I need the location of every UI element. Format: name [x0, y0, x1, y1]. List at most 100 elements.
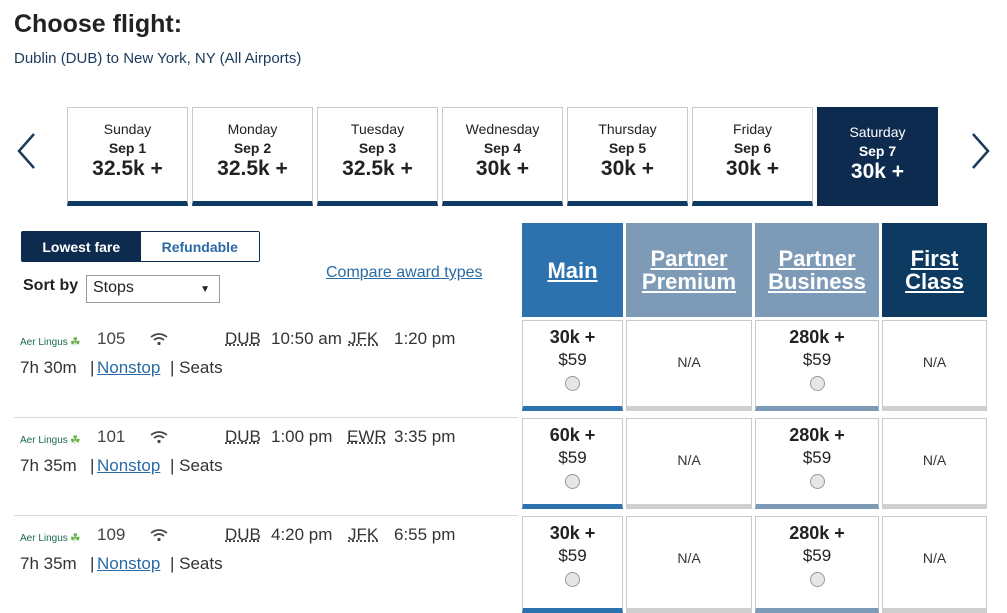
refundable-option[interactable]: Refundable: [140, 232, 259, 261]
fare-unavailable: N/A: [677, 452, 701, 468]
destination-airport[interactable]: JFK: [348, 329, 379, 348]
day-name: Tuesday: [350, 121, 405, 137]
fare-cell-partner-premium: N/A: [626, 320, 752, 411]
departure-time: 10:50 am: [271, 329, 342, 348]
day-tab-friday[interactable]: Friday Sep 6 30k +: [692, 107, 813, 206]
fare-cell-partner-business[interactable]: 280k + $59: [755, 418, 879, 509]
sort-select[interactable]: Stops ▼: [86, 275, 220, 303]
fare-cell-first-class: N/A: [882, 516, 987, 613]
row-divider: [14, 417, 518, 418]
fare-miles: 60k +: [549, 425, 596, 445]
sort-label: Sort by: [23, 277, 79, 294]
wifi-icon: [150, 529, 168, 542]
stops-link[interactable]: Nonstop: [97, 456, 161, 475]
fare-miles: 30k +: [549, 327, 596, 347]
separator: |: [90, 358, 95, 377]
seats-link[interactable]: | Seats: [170, 456, 223, 475]
lowest-fare-option[interactable]: Lowest fare: [22, 232, 141, 261]
cabin-header-partner-business[interactable]: Partner Business: [755, 223, 879, 317]
departure-time: 4:20 pm: [271, 525, 333, 544]
flight-duration: 7h 30m: [20, 358, 77, 377]
cabin-header-main[interactable]: Main: [522, 223, 623, 317]
prev-dates-button[interactable]: [12, 126, 42, 176]
fare-radio[interactable]: [565, 376, 580, 391]
fare-cell-partner-premium: N/A: [626, 516, 752, 613]
wifi-icon: [150, 333, 168, 346]
day-tab-monday[interactable]: Monday Sep 2 32.5k +: [192, 107, 313, 206]
day-date: Sep 2: [233, 140, 272, 156]
cabin-header-first-class[interactable]: First Class: [882, 223, 987, 317]
fare-cell-main[interactable]: 60k + $59: [522, 418, 623, 509]
fare-radio[interactable]: [565, 572, 580, 587]
destination-airport[interactable]: EWR: [347, 427, 387, 446]
day-tab-wednesday[interactable]: Wednesday Sep 4 30k +: [442, 107, 563, 206]
day-date: Sep 3: [358, 140, 397, 156]
stops-link[interactable]: Nonstop: [97, 554, 161, 573]
flight-number: 109: [97, 525, 126, 544]
next-dates-button[interactable]: [965, 126, 995, 176]
fare-cash: $59: [802, 350, 832, 369]
chevron-left-icon: [17, 133, 35, 169]
destination-airport[interactable]: JFK: [348, 525, 379, 544]
day-tab-sunday[interactable]: Sunday Sep 1 32.5k +: [67, 107, 188, 206]
day-tab-saturday[interactable]: Saturday Sep 7 30k +: [817, 107, 938, 206]
fare-unavailable: N/A: [677, 550, 701, 566]
day-date: Sep 1: [108, 140, 147, 156]
shamrock-icon: ☘: [69, 433, 81, 447]
seats-link[interactable]: | Seats: [170, 554, 223, 573]
fare-cell-main[interactable]: 30k + $59: [522, 320, 623, 411]
day-date: Sep 5: [608, 140, 647, 156]
arrival-time: 1:20 pm: [394, 329, 456, 348]
chevron-right-icon: [972, 133, 990, 169]
seats-link[interactable]: | Seats: [170, 358, 223, 377]
airline-logo: Aer Lingus ☘: [20, 335, 81, 349]
day-tab-thursday[interactable]: Thursday Sep 5 30k +: [567, 107, 688, 206]
separator: |: [90, 456, 95, 475]
origin-airport[interactable]: DUB: [225, 427, 261, 446]
separator: |: [90, 554, 95, 573]
fare-cell-partner-business[interactable]: 280k + $59: [755, 320, 879, 411]
arrival-time: 3:35 pm: [394, 427, 456, 446]
day-date: Sep 6: [733, 140, 772, 156]
cabin-label: Partner Premium: [641, 246, 737, 294]
route-subtitle: Dublin (DUB) to New York, NY (All Airpor…: [14, 50, 302, 67]
fare-cell-main[interactable]: 30k + $59: [522, 516, 623, 613]
day-price: 32.5k +: [92, 157, 163, 180]
fare-cell-first-class: N/A: [882, 320, 987, 411]
day-name: Wednesday: [465, 121, 540, 137]
fare-unavailable: N/A: [922, 354, 947, 370]
day-tab-tuesday[interactable]: Tuesday Sep 3 32.5k +: [317, 107, 438, 206]
fare-miles: 280k +: [789, 425, 845, 445]
fare-cash: $59: [558, 546, 587, 565]
fare-miles: 30k +: [549, 523, 596, 543]
cabin-header-partner-premium[interactable]: Partner Premium: [626, 223, 752, 317]
origin-airport[interactable]: DUB: [225, 525, 261, 544]
cabin-label: Partner Business: [768, 246, 866, 294]
fare-cell-partner-business[interactable]: 280k + $59: [755, 516, 879, 613]
fare-type-toggle: Lowest fare Refundable: [21, 231, 260, 262]
airline-logo: Aer Lingus ☘: [20, 531, 81, 545]
compare-award-types-link[interactable]: Compare award types: [326, 264, 483, 281]
day-price: 30k +: [600, 157, 655, 180]
fare-cash: $59: [558, 350, 587, 369]
fare-radio[interactable]: [809, 474, 825, 489]
fare-cell-first-class: N/A: [882, 418, 987, 509]
day-name: Thursday: [598, 121, 657, 137]
flight-number: 105: [97, 329, 126, 348]
fare-radio[interactable]: [809, 376, 825, 391]
airline-logo: Aer Lingus ☘: [20, 433, 81, 447]
day-price: 30k +: [725, 157, 780, 180]
shamrock-icon: ☘: [69, 531, 81, 545]
flight-duration: 7h 35m: [20, 554, 77, 573]
stops-link[interactable]: Nonstop: [97, 358, 161, 377]
cabin-label: Main: [547, 257, 598, 283]
sort-value: Stops: [93, 279, 134, 296]
day-name: Sunday: [103, 121, 152, 137]
page-title: Choose flight:: [14, 10, 183, 38]
fare-radio[interactable]: [809, 572, 825, 587]
fare-radio[interactable]: [565, 474, 580, 489]
origin-airport[interactable]: DUB: [225, 329, 261, 348]
wifi-icon: [150, 431, 168, 444]
fare-unavailable: N/A: [922, 452, 947, 468]
day-name: Monday: [227, 121, 278, 137]
